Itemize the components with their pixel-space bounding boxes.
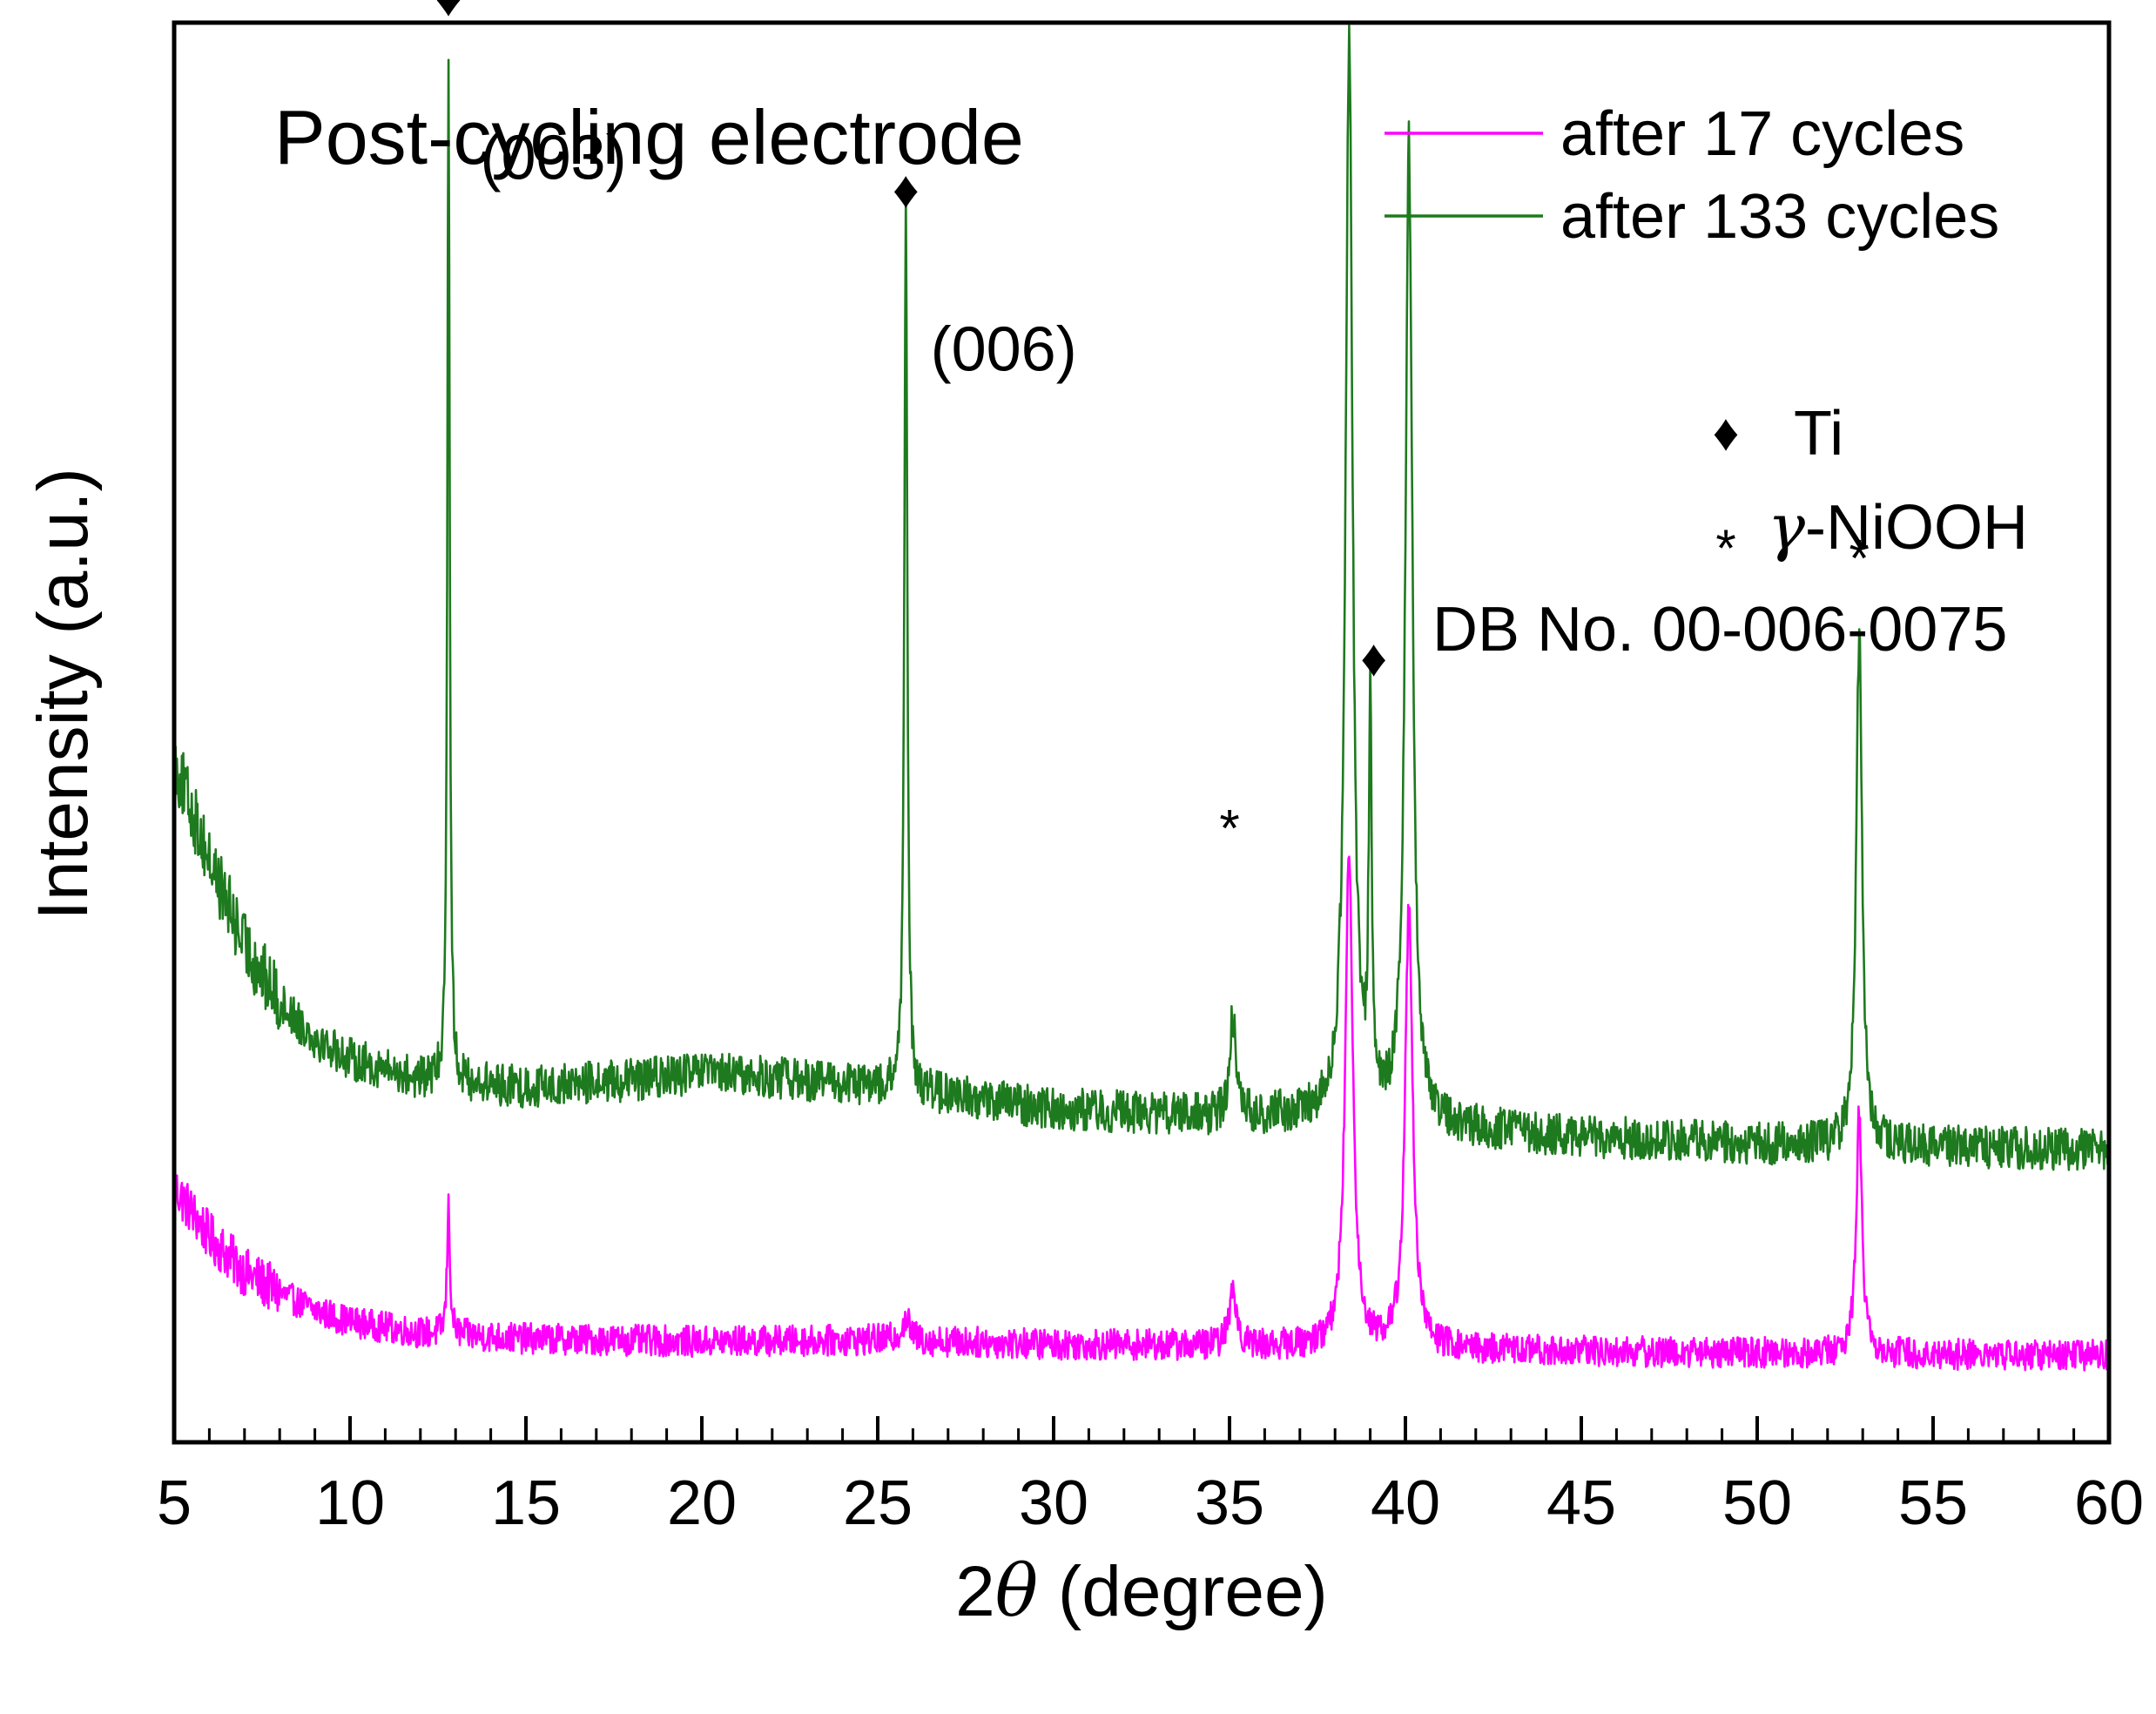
- x-tick-label: 10: [315, 1468, 385, 1538]
- plot-frame: [172, 20, 2112, 1445]
- ti-diamond-icon: ♦: [1360, 629, 1387, 687]
- series-layer: [172, 24, 2111, 1372]
- niooh-asterisk-icon: *: [1715, 519, 1735, 577]
- x-tick-label: 40: [1371, 1468, 1440, 1538]
- x-axis-ticks: [172, 1416, 2111, 1442]
- x-tick-label: 50: [1722, 1468, 1792, 1538]
- series-line-after-17-cycles: [172, 855, 2110, 1372]
- ti-diamond-icon: ♦: [435, 0, 462, 27]
- x-tick-label: 35: [1195, 1468, 1264, 1538]
- x-tick-label: 55: [1898, 1468, 1968, 1538]
- x-tick-label: 30: [1019, 1468, 1088, 1538]
- niooh-asterisk-icon: *: [1849, 530, 1869, 588]
- x-axis-title: 2θ (degree): [955, 1550, 1328, 1633]
- ti-diamond-icon: ♦: [1713, 403, 1740, 462]
- x-tick-label: 25: [843, 1468, 913, 1538]
- x-tick-label: 60: [2074, 1468, 2144, 1538]
- chart-title: Post-cycling electrode: [274, 94, 1024, 180]
- phase-legend-ti-label: Ti: [1794, 399, 1843, 469]
- peak-annotations: ♦♦♦****(003)(006): [435, 0, 1870, 857]
- x-axis-tick-labels: 5 10 15 20 25 30 35 40 45 50 55 60: [157, 1468, 2144, 1538]
- phase-legend: ♦ Ti * γ-NiOOH DB No. 00-006-0075: [1432, 399, 2028, 665]
- legend-label-after-17-cycles: after 17 cycles: [1560, 99, 1964, 169]
- y-axis-title: Intensity (a.u.): [24, 468, 103, 921]
- phase-legend-reference: DB No. 00-006-0075: [1432, 595, 2007, 665]
- x-tick-label: 5: [157, 1468, 192, 1538]
- phase-legend-niooh-label: γ-NiOOH: [1768, 490, 2028, 563]
- hkl-label: (006): [931, 314, 1077, 384]
- hkl-label: (003): [480, 123, 626, 192]
- x-tick-label: 45: [1546, 1468, 1616, 1538]
- x-tick-label: 20: [667, 1468, 737, 1538]
- ti-diamond-icon: ♦: [893, 160, 920, 219]
- legend-label-after-133-cycles: after 133 cycles: [1560, 182, 1999, 252]
- niooh-asterisk-icon: *: [1219, 799, 1239, 857]
- legend: after 17 cycles after 133 cycles: [1385, 99, 1999, 252]
- series-line-after-133-cycles: [172, 24, 2111, 1171]
- x-tick-label: 15: [491, 1468, 561, 1538]
